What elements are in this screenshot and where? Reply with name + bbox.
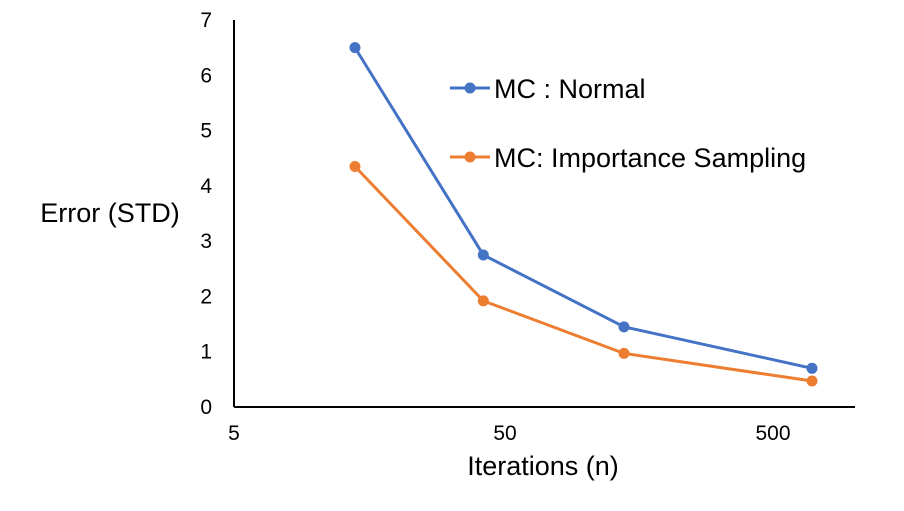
series-line: [353, 165, 813, 383]
data-point: [806, 362, 818, 374]
legend-item: MC: Importance Sampling: [450, 143, 806, 173]
series-line: [353, 46, 813, 370]
x-axis-title: Iterations (n): [467, 451, 619, 481]
x-tick-labels: 5 50 500: [228, 422, 790, 445]
data-point: [618, 321, 630, 333]
axes: [233, 20, 855, 408]
data-point: [806, 375, 818, 387]
legend-label: MC: Importance Sampling: [494, 143, 806, 173]
x-tick-label: 50: [493, 422, 516, 445]
data-point: [349, 42, 361, 54]
legend: MC : Normal MC: Importance Sampling: [450, 74, 806, 173]
y-tick-label: 7: [200, 9, 212, 32]
series-mc-normal: [349, 42, 818, 374]
y-tick-labels: 0 1 2 3 4 5 6 7: [200, 9, 212, 419]
y-tick-label: 6: [200, 64, 212, 87]
legend-swatch-marker: [464, 151, 476, 163]
data-point: [477, 249, 489, 261]
data-point: [618, 347, 630, 359]
legend-swatch-marker: [464, 82, 476, 94]
data-point: [349, 161, 361, 173]
y-tick-label: 0: [200, 396, 212, 419]
y-tick-label: 5: [200, 120, 212, 143]
x-tick-label: 5: [228, 422, 240, 445]
series: [349, 42, 818, 387]
y-tick-label: 4: [200, 175, 212, 198]
series-mc-importance-sampling: [349, 161, 818, 387]
y-tick-label: 1: [200, 341, 212, 364]
legend-item: MC : Normal: [450, 74, 646, 104]
y-axis-title: Error (STD): [40, 198, 179, 228]
legend-label: MC : Normal: [494, 74, 646, 104]
data-point: [477, 295, 489, 307]
y-tick-label: 2: [200, 285, 212, 308]
x-tick-label: 500: [755, 422, 790, 445]
y-tick-label: 3: [200, 230, 212, 253]
